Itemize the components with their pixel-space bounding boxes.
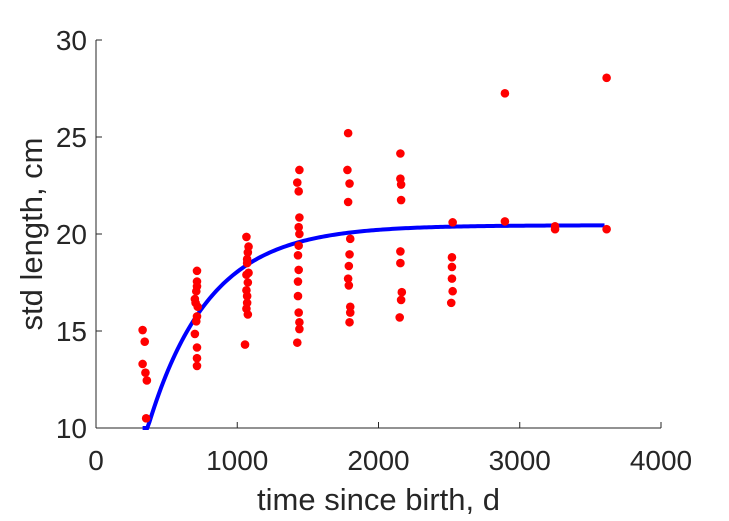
data-point (191, 317, 201, 326)
data-point (343, 197, 353, 207)
y-tick-label: 25 (56, 122, 87, 153)
data-point (345, 234, 355, 244)
y-tick-label: 30 (56, 25, 87, 56)
data-point (293, 291, 303, 301)
data-point (602, 73, 611, 83)
data-point (192, 353, 202, 363)
data-point (295, 229, 304, 239)
x-tick-label: 2000 (347, 445, 409, 476)
data-point (396, 195, 406, 205)
data-point (396, 180, 406, 189)
data-point (448, 286, 457, 296)
data-point (550, 224, 560, 234)
data-point (243, 278, 253, 287)
ticks: 0 1000 2000 3000 4000 10 15 20 25 30 (56, 25, 692, 476)
data-point (243, 248, 253, 257)
data-point (345, 250, 354, 259)
data-point (397, 287, 407, 297)
data-point (294, 265, 303, 275)
data-point (295, 165, 304, 175)
y-tick-label: 20 (56, 219, 87, 250)
data-point (293, 251, 303, 260)
data-point (345, 179, 354, 188)
data-point (294, 222, 303, 232)
data-point (447, 274, 457, 283)
data-point (447, 252, 457, 262)
data-point (140, 337, 150, 346)
data-point (344, 261, 354, 271)
data-point (344, 281, 354, 290)
data-point (242, 232, 251, 242)
data-point (295, 317, 304, 327)
fit-curve (142, 223, 605, 430)
data-point (292, 178, 302, 187)
data-point (345, 308, 355, 317)
data-point (292, 338, 302, 347)
y-tick-label: 15 (56, 316, 87, 347)
x-tick-label: 0 (88, 445, 104, 476)
data-point (343, 128, 353, 138)
data-point (343, 165, 352, 175)
x-tick-label: 3000 (489, 445, 551, 476)
data-point (396, 247, 405, 256)
data-point (602, 224, 611, 234)
data-point (345, 317, 354, 327)
axes (95, 40, 661, 429)
y-tick-label: 10 (56, 413, 87, 444)
data-point (141, 368, 150, 378)
data-point (192, 343, 202, 352)
data-point (243, 310, 253, 319)
data-point (500, 217, 510, 226)
data-point (396, 295, 406, 305)
x-axis-label: time since birth, d (257, 482, 500, 517)
data-point (448, 218, 457, 227)
data-point (192, 266, 202, 276)
data-point (191, 286, 201, 296)
data-point (395, 313, 404, 322)
data-point (396, 149, 405, 158)
data-point (141, 414, 151, 423)
x-tick-label: 4000 (630, 445, 692, 476)
plot-area (138, 73, 611, 430)
data-point (343, 274, 353, 283)
data-point (500, 89, 510, 98)
data-point (294, 308, 303, 317)
y-axis-label: std length, cm (14, 138, 49, 331)
data-point (242, 258, 252, 268)
data-point (240, 340, 250, 349)
data-point (138, 359, 147, 369)
data-point (138, 325, 147, 335)
data-point (294, 241, 303, 250)
data-point (293, 277, 303, 286)
data-point (142, 376, 152, 385)
data-point (242, 270, 251, 280)
data-point (242, 291, 252, 301)
data-point (396, 258, 405, 268)
data-point (295, 213, 304, 222)
data-point (447, 262, 457, 272)
data-point (192, 361, 202, 371)
data-point (294, 187, 303, 196)
x-tick-label: 1000 (206, 445, 268, 476)
data-point (446, 298, 456, 308)
data-point (295, 324, 304, 334)
data-point (193, 302, 202, 312)
data-point (190, 329, 200, 339)
